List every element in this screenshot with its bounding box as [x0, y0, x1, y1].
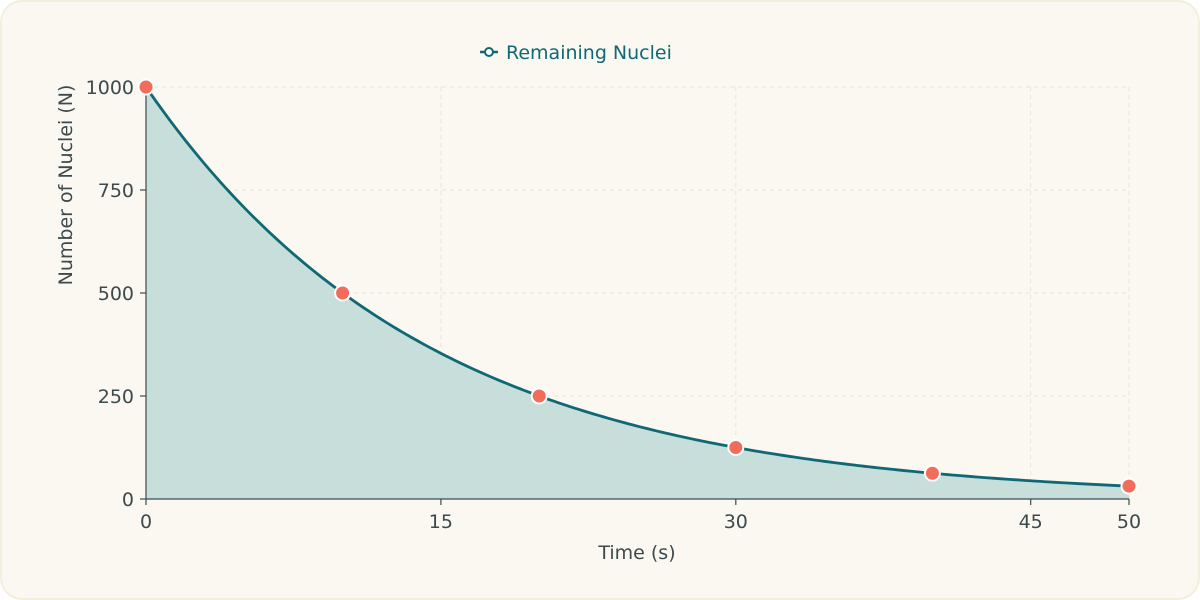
x-ticks: 0 15 30 45 50	[140, 499, 1141, 533]
legend-marker-icon	[484, 47, 494, 57]
y-tick-label: 1000	[86, 77, 134, 99]
data-point	[1120, 477, 1138, 495]
y-tick-label: 500	[98, 283, 134, 305]
x-tick-label: 45	[1019, 511, 1043, 533]
data-point	[334, 284, 352, 302]
x-tick-label: 0	[140, 511, 152, 533]
y-axis-title: Number of Nuclei (N)	[55, 85, 77, 286]
legend-label: Remaining Nuclei	[506, 42, 672, 64]
x-tick-label: 50	[1117, 511, 1141, 533]
y-tick-label: 750	[98, 180, 134, 202]
y-ticks: 0 250 500 750 1000	[86, 77, 146, 511]
y-tick-label: 0	[122, 489, 134, 511]
area-fill	[146, 87, 1129, 499]
y-tick-label: 250	[98, 386, 134, 408]
data-point	[137, 78, 155, 96]
x-tick-label: 30	[724, 511, 748, 533]
x-axis-title: Time (s)	[597, 542, 675, 564]
legend[interactable]: Remaining Nuclei	[480, 42, 672, 64]
data-point	[727, 439, 745, 456]
data-point	[923, 464, 941, 482]
series-line	[144, 86, 1130, 488]
data-markers	[137, 78, 1138, 495]
data-point	[530, 387, 548, 405]
x-tick-label: 15	[429, 511, 453, 533]
